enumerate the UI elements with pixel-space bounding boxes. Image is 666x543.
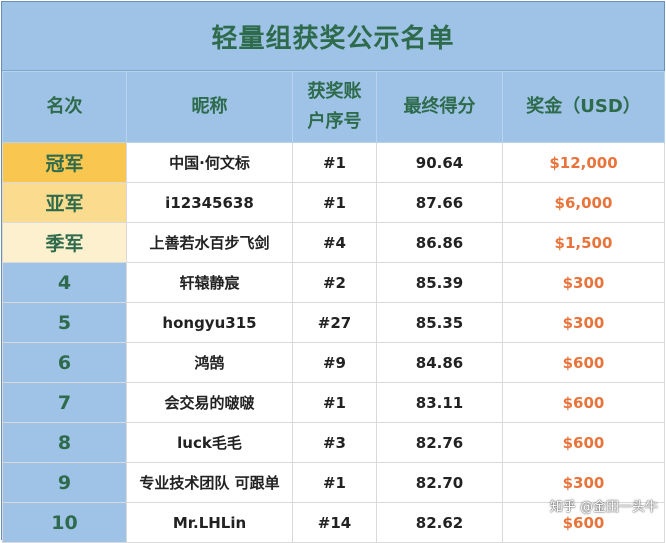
score-cell: 84.86 — [376, 342, 503, 383]
account-cell: #1 — [292, 382, 377, 423]
rank-cell: 4 — [2, 262, 127, 303]
score-cell: 82.62 — [376, 502, 503, 543]
nickname-cell: 专业技术团队 可跟单 — [126, 462, 293, 503]
header-rank: 名次 — [2, 71, 127, 143]
rank-cell: 冠军 — [2, 142, 127, 183]
account-cell: #9 — [292, 342, 377, 383]
score-cell: 86.86 — [376, 222, 503, 263]
score-cell: 82.70 — [376, 462, 503, 503]
nickname-cell: hongyu315 — [126, 302, 293, 343]
table-row: 季军 上善若水百步飞剑 #4 86.86 $1,500 — [2, 222, 665, 263]
nickname-cell: luck毛毛 — [126, 422, 293, 463]
rank-cell: 6 — [2, 342, 127, 383]
nickname-cell: i12345638 — [126, 182, 293, 223]
account-cell: #27 — [292, 302, 377, 343]
header-score: 最终得分 — [376, 71, 503, 143]
prize-cell: $600 — [502, 422, 665, 463]
score-cell: 87.66 — [376, 182, 503, 223]
prize-cell: $300 — [502, 302, 665, 343]
watermark: 知乎 @金田一头牛 — [549, 500, 658, 515]
table-row: 5 hongyu315 #27 85.35 $300 — [2, 302, 665, 343]
header-account: 获奖账 户序号 — [292, 71, 377, 143]
nickname-cell: 鸿鹄 — [126, 342, 293, 383]
prize-cell: $600 — [502, 342, 665, 383]
table-row: 6 鸿鹄 #9 84.86 $600 — [2, 342, 665, 383]
header-account-line1: 获奖账 — [307, 81, 362, 102]
header-prize: 奖金（USD） — [502, 71, 665, 143]
table-row: 冠军 中国·何文标 #1 90.64 $12,000 — [2, 142, 665, 183]
account-cell: #1 — [292, 462, 377, 503]
page-title: 轻量组获奖公示名单 — [2, 2, 664, 71]
prize-cell: $300 — [502, 462, 665, 503]
table-row: 7 会交易的啵啵 #1 83.11 $600 — [2, 382, 665, 423]
account-cell: #1 — [292, 142, 377, 183]
table-row: 4 轩辕静宸 #2 85.39 $300 — [2, 262, 665, 303]
prize-cell: $6,000 — [502, 182, 665, 223]
score-cell: 83.11 — [376, 382, 503, 423]
prize-cell: $300 — [502, 262, 665, 303]
prize-cell: $600 — [502, 502, 665, 543]
table-header-row: 名次 昵称 获奖账 户序号 最终得分 奖金（USD） — [2, 71, 665, 143]
score-cell: 90.64 — [376, 142, 503, 183]
score-cell: 85.35 — [376, 302, 503, 343]
nickname-cell: 轩辕静宸 — [126, 262, 293, 303]
nickname-cell: 上善若水百步飞剑 — [126, 222, 293, 263]
nickname-cell: 中国·何文标 — [126, 142, 293, 183]
prize-cell: $1,500 — [502, 222, 665, 263]
rank-cell: 7 — [2, 382, 127, 423]
rank-cell: 9 — [2, 462, 127, 503]
rank-cell: 5 — [2, 302, 127, 343]
table-row: 亚军 i12345638 #1 87.66 $6,000 — [2, 182, 665, 223]
table-row: 8 luck毛毛 #3 82.76 $600 — [2, 422, 665, 463]
table-row: 10 Mr.LHLin #14 82.62 $600 — [2, 502, 665, 543]
header-account-line2: 户序号 — [307, 111, 362, 132]
results-table: 名次 昵称 获奖账 户序号 最终得分 奖金（USD） 冠军 中国·何文标 #1 … — [2, 71, 665, 543]
account-cell: #4 — [292, 222, 377, 263]
header-nickname: 昵称 — [126, 71, 293, 143]
account-cell: #2 — [292, 262, 377, 303]
score-cell: 85.39 — [376, 262, 503, 303]
nickname-cell: 会交易的啵啵 — [126, 382, 293, 423]
prize-cell: $12,000 — [502, 142, 665, 183]
nickname-cell: Mr.LHLin — [126, 502, 293, 543]
rank-cell: 季军 — [2, 222, 127, 263]
rank-cell: 亚军 — [2, 182, 127, 223]
prize-cell: $600 — [502, 382, 665, 423]
score-cell: 82.76 — [376, 422, 503, 463]
rank-cell: 8 — [2, 422, 127, 463]
account-cell: #14 — [292, 502, 377, 543]
rank-cell: 10 — [2, 502, 127, 543]
table-row: 9 专业技术团队 可跟单 #1 82.70 $300 — [2, 462, 665, 503]
account-cell: #1 — [292, 182, 377, 223]
account-cell: #3 — [292, 422, 377, 463]
